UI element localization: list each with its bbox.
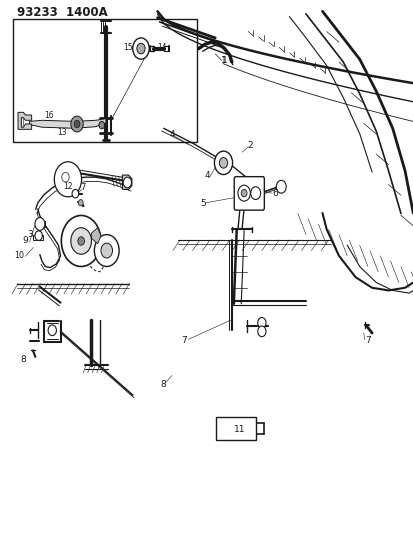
Text: 8: 8 (159, 380, 165, 389)
Text: 4: 4 (169, 130, 174, 139)
Polygon shape (18, 112, 31, 130)
Circle shape (275, 180, 285, 193)
Circle shape (94, 235, 119, 266)
Circle shape (133, 38, 149, 59)
FancyBboxPatch shape (234, 176, 264, 210)
Circle shape (257, 326, 266, 337)
Circle shape (71, 116, 83, 132)
Circle shape (123, 177, 131, 188)
Circle shape (35, 217, 45, 230)
Text: 11: 11 (234, 425, 245, 434)
Text: 14: 14 (157, 43, 166, 52)
Circle shape (257, 318, 266, 328)
Text: 93233  1400A: 93233 1400A (17, 6, 108, 19)
Circle shape (72, 189, 78, 198)
Text: 3: 3 (27, 230, 33, 239)
Circle shape (74, 120, 80, 128)
Circle shape (237, 185, 250, 201)
Circle shape (78, 237, 84, 245)
Circle shape (137, 43, 145, 54)
Text: 16: 16 (45, 111, 54, 120)
Bar (13, 19, 196, 142)
Text: 4: 4 (204, 171, 209, 180)
Text: 5: 5 (199, 199, 205, 208)
Polygon shape (122, 175, 132, 189)
Circle shape (214, 151, 232, 174)
Text: 9: 9 (23, 237, 28, 246)
Text: 1: 1 (221, 56, 227, 64)
Text: 6: 6 (272, 189, 277, 198)
Text: 10: 10 (14, 252, 24, 260)
Circle shape (71, 228, 91, 254)
Text: 15: 15 (123, 43, 132, 52)
Circle shape (99, 122, 104, 129)
Circle shape (35, 231, 42, 240)
Bar (33, 235, 43, 240)
Polygon shape (91, 228, 101, 244)
Circle shape (250, 187, 260, 199)
Circle shape (48, 325, 56, 336)
Text: 13: 13 (57, 127, 66, 136)
Text: 7: 7 (181, 336, 187, 345)
Circle shape (101, 243, 112, 258)
Circle shape (219, 158, 227, 168)
Circle shape (78, 199, 83, 206)
Circle shape (241, 189, 247, 197)
Circle shape (62, 172, 69, 182)
Text: 2: 2 (247, 141, 252, 150)
Circle shape (54, 162, 81, 197)
Polygon shape (29, 119, 106, 128)
Circle shape (61, 215, 101, 266)
Text: 7: 7 (81, 183, 85, 192)
Text: 7: 7 (364, 336, 370, 345)
Bar (216, 417, 255, 440)
Text: 8: 8 (21, 355, 26, 364)
Bar (34, 221, 45, 227)
Text: 1: 1 (220, 56, 226, 64)
Text: 12: 12 (63, 182, 73, 191)
